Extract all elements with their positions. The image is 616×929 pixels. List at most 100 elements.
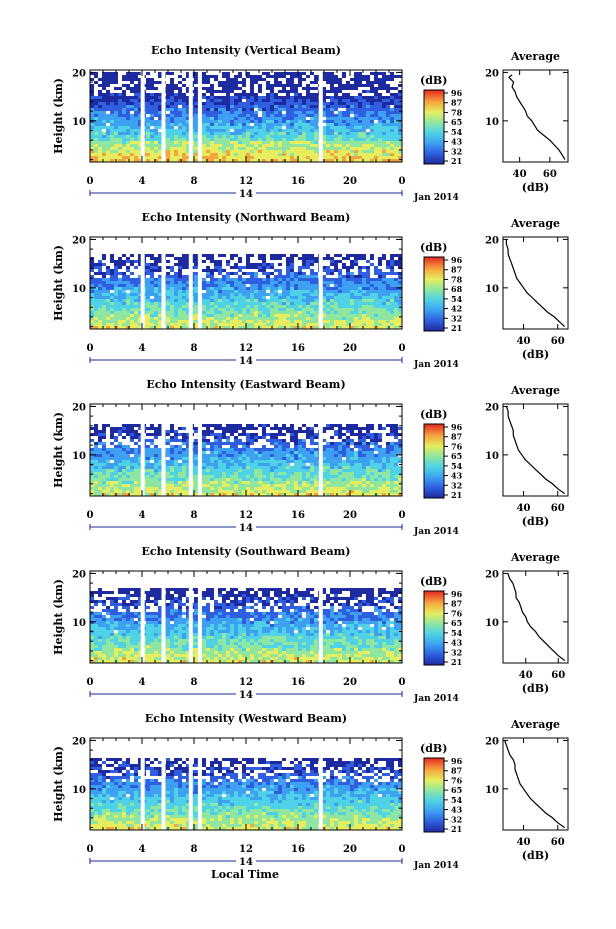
heatmap-cell: [218, 108, 222, 111]
heatmap-cell: [374, 150, 378, 153]
heatmap-cell: [134, 129, 138, 132]
heatmap-cell: [370, 326, 374, 329]
heatmap-cell: [394, 260, 398, 263]
heatmap-cell: [218, 99, 222, 102]
heatmap-cell: [390, 469, 394, 472]
heatmap-cell: [242, 150, 246, 153]
heatmap-cell: [302, 141, 306, 144]
heatmap-cell: [330, 302, 334, 305]
heatmap-cell: [250, 96, 254, 99]
heatmap-cell: [102, 457, 106, 460]
heatmap-cell: [166, 466, 170, 469]
heatmap-cell: [274, 96, 278, 99]
heatmap-cell: [390, 108, 394, 111]
heatmap-cell: [254, 469, 258, 472]
heatmap-cell: [354, 299, 358, 302]
heatmap-cell: [202, 108, 206, 111]
heatmap-cell: [134, 475, 138, 478]
heatmap-cell: [118, 460, 122, 463]
heatmap-cell: [154, 469, 158, 472]
heatmap-cell: [186, 135, 190, 138]
heatmap-cell: [98, 308, 102, 311]
heatmap-cell: [242, 320, 246, 323]
heatmap-cell: [114, 153, 118, 156]
heatmap-cell: [290, 284, 294, 287]
heatmap-cell: [350, 296, 354, 299]
heatmap-cell: [262, 126, 266, 129]
heatmap-cell: [202, 463, 206, 466]
heatmap-cell: [206, 153, 210, 156]
heatmap-cell: [214, 323, 218, 326]
heatmap-cell: [382, 284, 386, 287]
heatmap-cell: [210, 493, 214, 496]
heatmap-cell: [282, 305, 286, 308]
heatmap-cell: [286, 475, 290, 478]
heatmap-cell: [178, 278, 182, 281]
heatmap-cell: [226, 466, 230, 469]
heatmap-cell: [230, 323, 234, 326]
heatmap-cell: [146, 135, 150, 138]
heatmap-cell: [322, 278, 326, 281]
heatmap-cell: [262, 278, 266, 281]
heatmap-cell: [102, 484, 106, 487]
heatmap-cell: [362, 90, 366, 93]
heatmap-cell: [230, 266, 234, 269]
heatmap-cell: [390, 466, 394, 469]
heatmap-cell: [102, 114, 106, 117]
heatmap-cell: [226, 302, 230, 305]
heatmap-cell: [250, 314, 254, 317]
heatmap-cell: [182, 299, 186, 302]
heatmap-cell: [274, 81, 278, 84]
heatmap-cell: [366, 275, 370, 278]
heatmap-cell: [230, 141, 234, 144]
heatmap-cell: [118, 87, 122, 90]
heatmap-cell: [98, 293, 102, 296]
heatmap-cell: [274, 147, 278, 150]
heatmap-cell: [178, 311, 182, 314]
heatmap-cell: [362, 150, 366, 153]
heatmap-cell: [254, 302, 258, 305]
heatmap-cell: [166, 272, 170, 275]
heatmap-cell: [366, 266, 370, 269]
heatmap-cell: [286, 305, 290, 308]
heatmap-cell: [346, 284, 350, 287]
heatmap-cell: [110, 466, 114, 469]
heatmap-cell: [266, 475, 270, 478]
heatmap-cell: [362, 102, 366, 105]
heatmap-cell: [334, 266, 338, 269]
heatmap-cell: [258, 141, 262, 144]
heatmap-cell: [362, 114, 366, 117]
heatmap-cell: [90, 141, 94, 144]
heatmap-cell: [354, 475, 358, 478]
heatmap-cell: [214, 111, 218, 114]
heatmap-cell: [282, 493, 286, 496]
heatmap-cell: [334, 75, 338, 78]
heatmap-cell: [262, 326, 266, 329]
heatmap-cell: [246, 153, 250, 156]
heatmap-cell: [214, 135, 218, 138]
heatmap-cell: [338, 99, 342, 102]
heatmap-cell: [178, 257, 182, 260]
profile-x-tick-label: 60: [543, 169, 557, 180]
heatmap-cell: [178, 90, 182, 93]
heatmap-cell: [234, 129, 238, 132]
heatmap-cell: [242, 493, 246, 496]
heatmap-cell: [306, 153, 310, 156]
heatmap-cell: [222, 290, 226, 293]
heatmap-cell: [98, 463, 102, 466]
heatmap-cell: [278, 278, 282, 281]
heatmap-cell: [186, 266, 190, 269]
heatmap-cell: [186, 144, 190, 147]
heatmap-cell: [234, 296, 238, 299]
heatmap-cell: [150, 141, 154, 144]
heatmap-cell: [230, 311, 234, 314]
heatmap-cell: [130, 475, 134, 478]
heatmap-cell: [374, 460, 378, 463]
heatmap-cell: [290, 78, 294, 81]
heatmap-cell: [178, 317, 182, 320]
heatmap-cell: [386, 147, 390, 150]
heatmap-cell: [114, 141, 118, 144]
heatmap-cell: [126, 469, 130, 472]
heatmap-cell: [214, 260, 218, 263]
heatmap-cell: [282, 460, 286, 463]
